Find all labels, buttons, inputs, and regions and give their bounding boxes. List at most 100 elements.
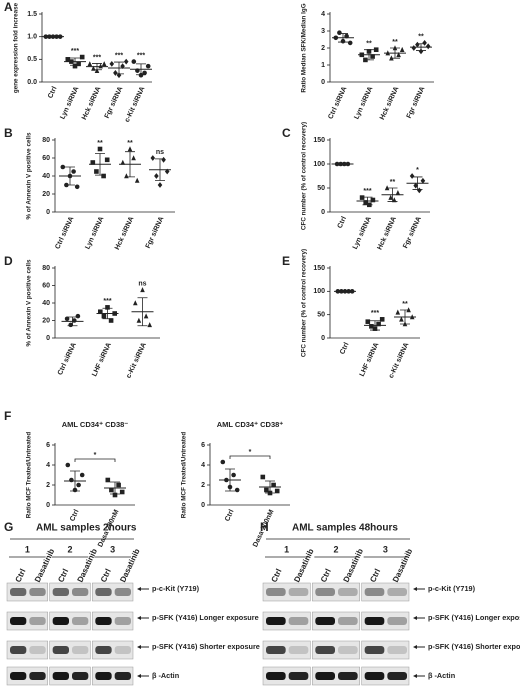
data-point bbox=[395, 309, 401, 315]
lane-label: Ctrl bbox=[56, 567, 70, 583]
data-point bbox=[120, 159, 126, 165]
data-point bbox=[154, 173, 159, 179]
data-point bbox=[60, 164, 66, 170]
blot-band bbox=[387, 646, 407, 654]
x-tick-label: Ctrl bbox=[69, 509, 80, 523]
lane-label: Dasatinib bbox=[76, 547, 99, 584]
y-tick-label: 0 bbox=[201, 502, 205, 509]
arrow-head bbox=[137, 674, 141, 678]
y-tick-label: 80 bbox=[42, 137, 50, 144]
error-bar bbox=[362, 196, 373, 206]
y-tick-label: 3 bbox=[321, 28, 325, 35]
error-bar bbox=[265, 480, 275, 494]
data-point bbox=[131, 59, 137, 64]
data-point bbox=[101, 173, 106, 179]
blot-band bbox=[72, 672, 89, 680]
blot-band bbox=[95, 617, 112, 625]
blot-strip bbox=[6, 611, 48, 631]
error-bar bbox=[136, 63, 146, 76]
blot-band bbox=[95, 646, 112, 654]
lane-label: Dasatinib bbox=[342, 547, 365, 584]
error-bar bbox=[95, 153, 105, 176]
blot-strip bbox=[6, 640, 48, 660]
blot-strip bbox=[49, 666, 91, 686]
x-tick-label: Ctrl bbox=[47, 86, 58, 100]
data-point bbox=[164, 168, 170, 175]
data-point bbox=[143, 313, 149, 319]
lane-label: Ctrl bbox=[368, 567, 382, 583]
panel-label: F bbox=[4, 409, 11, 423]
data-point bbox=[101, 313, 107, 319]
panel-label: A bbox=[4, 0, 13, 14]
data-point bbox=[422, 40, 427, 46]
blot-band bbox=[52, 588, 69, 596]
blot-band bbox=[338, 672, 358, 680]
y-tick-label: 2 bbox=[321, 45, 325, 52]
data-point bbox=[157, 182, 163, 188]
data-point bbox=[104, 157, 110, 163]
blot-band bbox=[95, 672, 112, 680]
y-axis-label: % of Annexin V positive cells bbox=[26, 259, 33, 346]
data-point bbox=[71, 169, 76, 174]
blot-band bbox=[29, 617, 46, 625]
blot-band bbox=[114, 617, 131, 625]
data-point bbox=[116, 482, 121, 488]
panel-label: G bbox=[4, 520, 13, 534]
significance-label: ** bbox=[390, 179, 396, 186]
data-point bbox=[161, 156, 166, 163]
data-point bbox=[370, 197, 376, 203]
data-point bbox=[399, 46, 405, 52]
data-point bbox=[396, 52, 401, 58]
blot-strip bbox=[92, 611, 134, 631]
y-tick-label: 20 bbox=[42, 317, 50, 324]
data-point bbox=[124, 173, 129, 179]
significance-label: *** bbox=[93, 54, 101, 61]
row-label: p-c-Kit (Y719) bbox=[428, 584, 476, 593]
row-label: p-SFK (Y416) Shorter exposure bbox=[152, 642, 260, 651]
data-point bbox=[138, 72, 144, 78]
y-tick-label: 1.0 bbox=[27, 34, 37, 41]
data-point bbox=[94, 169, 99, 174]
error-bar bbox=[225, 468, 235, 492]
blot-band bbox=[315, 646, 335, 654]
data-point bbox=[150, 155, 156, 161]
significance-label: ** bbox=[418, 34, 424, 41]
data-point bbox=[131, 155, 136, 161]
arrow-head bbox=[413, 674, 417, 678]
blot-band bbox=[52, 646, 69, 654]
significance-label: *** bbox=[71, 48, 79, 55]
blot-strip bbox=[361, 640, 410, 660]
error-bar bbox=[70, 57, 80, 66]
y-axis-label: Ratio Median SFK/Median IgG bbox=[301, 3, 308, 92]
blot-band bbox=[288, 588, 309, 596]
data-point bbox=[369, 324, 374, 329]
y-tick-label: 0 bbox=[321, 335, 325, 342]
sample-label: 3 bbox=[383, 544, 388, 554]
data-point bbox=[370, 54, 375, 59]
significance-label: ** bbox=[392, 39, 398, 46]
data-point bbox=[76, 61, 81, 67]
panel-label: C bbox=[282, 126, 291, 140]
data-point bbox=[388, 194, 393, 200]
blot-strip bbox=[49, 611, 91, 631]
blot-strip bbox=[92, 640, 134, 660]
arrow-head bbox=[413, 616, 417, 620]
blot-band bbox=[52, 617, 69, 625]
blot-band bbox=[387, 588, 407, 596]
error-bar bbox=[92, 63, 102, 71]
blot-strip bbox=[262, 582, 311, 602]
data-point bbox=[113, 70, 118, 76]
blot-band bbox=[315, 617, 335, 625]
error-bar bbox=[65, 166, 75, 186]
data-point bbox=[65, 57, 71, 62]
blot-strip bbox=[92, 582, 134, 602]
data-point bbox=[127, 146, 133, 152]
data-point bbox=[365, 319, 371, 324]
row-label: β -Actin bbox=[152, 671, 179, 680]
data-point bbox=[420, 177, 426, 184]
significance-label: * bbox=[416, 167, 419, 174]
blot-strip bbox=[49, 640, 91, 660]
blot-band bbox=[266, 672, 286, 680]
y-tick-label: 100 bbox=[313, 288, 325, 295]
lane-label: Dasatinib bbox=[118, 547, 141, 584]
